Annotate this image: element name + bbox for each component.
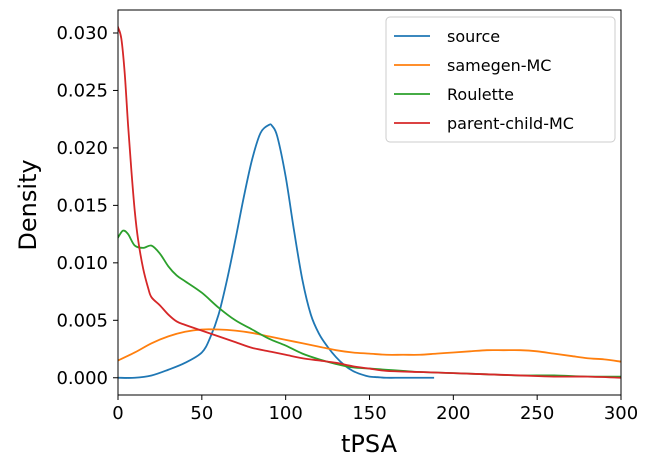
legend-entry-label: source	[447, 27, 500, 46]
y-tick-label: 0.020	[56, 138, 108, 159]
y-tick-label: 0.005	[56, 310, 108, 331]
legend-entry-label: samegen-MC	[447, 56, 551, 75]
legend-frame	[385, 16, 616, 143]
x-axis-label: tPSA	[341, 430, 398, 458]
x-axis-ticks: 0 50 100 150 200 250 300	[112, 395, 638, 424]
series-line-source	[118, 123, 435, 379]
y-tick-label: 0.010	[56, 253, 108, 274]
legend-entry-label: Roulette	[447, 85, 514, 104]
series-layer	[118, 26, 621, 379]
legend: source samegen-MC Roulette parent-child-MC	[385, 16, 616, 143]
y-tick-label: 0.000	[56, 368, 108, 389]
y-tick-label: 0.025	[56, 80, 108, 101]
series-line-parent-child-mc	[118, 26, 621, 379]
x-tick-label: 100	[268, 403, 302, 424]
x-tick-label: 300	[604, 403, 638, 424]
series-line-roulette	[118, 229, 621, 378]
x-tick-label: 250	[520, 403, 554, 424]
x-tick-label: 0	[112, 403, 123, 424]
y-tick-label: 0.015	[56, 195, 108, 216]
y-axis-label: Density	[14, 159, 42, 250]
x-tick-label: 50	[190, 403, 213, 424]
legend-entry-label: parent-child-MC	[447, 114, 574, 133]
y-axis-ticks: 0.000 0.005 0.010 0.015 0.020 0.025 0.030	[56, 23, 118, 389]
y-tick-label: 0.030	[56, 23, 108, 44]
x-tick-label: 200	[436, 403, 470, 424]
series-line-samegen-mc	[118, 328, 621, 363]
x-tick-label: 150	[352, 403, 386, 424]
